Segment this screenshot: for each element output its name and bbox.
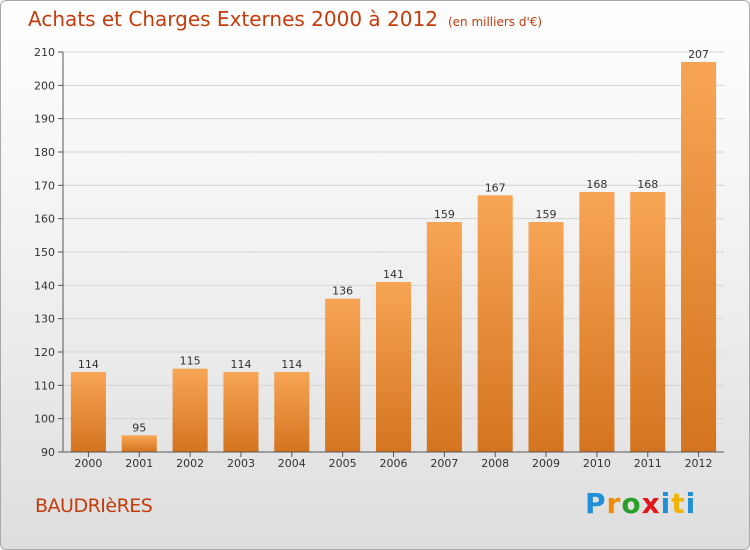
bar [681,62,717,452]
y-tick-label: 170 [34,179,55,192]
data-label: 141 [383,268,404,281]
bar [477,195,513,453]
y-tick-label: 140 [34,279,55,292]
x-tick-label: 2000 [74,457,102,470]
bar [375,282,412,452]
logo-letter: x [641,487,661,520]
bar [630,192,666,452]
x-tick-label: 2002 [176,457,204,470]
bar [528,222,564,452]
x-tick-label: 2012 [685,457,713,470]
y-tick-label: 190 [34,113,55,126]
x-tick-label: 2010 [583,457,611,470]
data-label: 114 [78,358,99,371]
x-tick-label: 2003 [227,457,255,470]
bar [70,372,106,452]
bar [325,298,361,452]
chart-title-text: Achats et Charges Externes 2000 à 2012 [28,7,438,31]
logo-letter: P [585,487,607,520]
y-tick-label: 110 [34,379,55,392]
y-tick-label: 130 [34,313,55,326]
data-label: 114 [281,358,302,371]
y-tick-label: 180 [34,146,55,159]
data-label: 95 [132,421,146,434]
proxiti-logo: Proxiti [585,487,696,520]
x-tick-label: 2011 [634,457,662,470]
logo-letter: t [671,487,686,520]
bar [274,372,310,452]
y-tick-label: 90 [41,446,55,459]
x-tick-label: 2008 [481,457,509,470]
x-tick-label: 2004 [278,457,306,470]
data-label: 115 [180,355,201,368]
chart-title: Achats et Charges Externes 2000 à 2012 (e… [28,7,542,31]
data-label: 168 [586,178,607,191]
y-tick-label: 160 [34,213,55,226]
bars: 114 95 115 114 114 136 141 159 167 159 168 168 207 [70,48,717,453]
data-label: 167 [485,181,506,194]
data-label: 168 [637,178,658,191]
chart-unit: (en milliers d'€) [447,15,543,29]
logo-letter: r [606,487,622,520]
x-tick-label: 2005 [329,457,357,470]
logo-letter: i [660,487,672,520]
axes: 90 100 110 120 130 140 150 160 170 180 190 200 210 20… [34,46,724,470]
x-tick-label: 2009 [532,457,560,470]
bar [172,368,208,452]
data-label: 159 [536,208,557,221]
data-label: 159 [434,208,455,221]
logo-letter: o [621,487,642,520]
y-tick-label: 120 [34,346,55,359]
bar [579,192,615,452]
bar [121,435,157,452]
logo-letter: i [685,487,697,520]
x-tick-label: 2001 [125,457,153,470]
commune-name: BAUDRIèRES [35,495,153,517]
bar [223,372,259,452]
y-tick-label: 210 [34,46,55,59]
data-label: 136 [332,285,353,298]
x-tick-label: 2006 [380,457,408,470]
x-tick-label: 2007 [430,457,458,470]
y-tick-label: 100 [34,413,55,426]
y-tick-label: 200 [34,79,55,92]
data-label: 114 [230,358,251,371]
bar [426,222,462,452]
data-label: 207 [688,48,709,61]
y-tick-label: 150 [34,246,55,259]
